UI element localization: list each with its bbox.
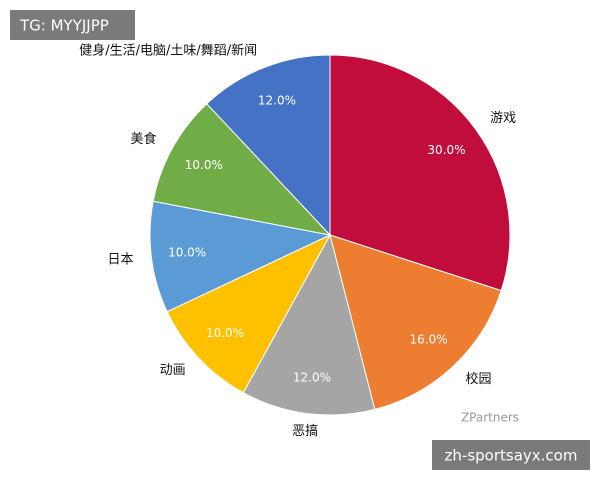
value-label: 10.0% bbox=[185, 158, 223, 172]
category-label: 校园 bbox=[466, 371, 492, 387]
logo-text: ZPartners bbox=[461, 411, 519, 425]
category-label: 游戏 bbox=[490, 111, 516, 126]
pie-slice bbox=[206, 54, 331, 237]
value-label: 10.0% bbox=[168, 246, 206, 260]
category-label: 美食 bbox=[130, 131, 156, 147]
category-label: 恶搞 bbox=[292, 423, 318, 439]
pie-slice bbox=[242, 233, 376, 416]
category-label: 日本 bbox=[108, 252, 134, 267]
pie-slice bbox=[149, 200, 332, 313]
pie-slice bbox=[152, 103, 332, 236]
value-label: 12.0% bbox=[293, 370, 331, 384]
category-label: 动画 bbox=[160, 363, 186, 378]
watermark-box bbox=[432, 440, 590, 470]
category-label: 健身/生活/电脑/土味/舞蹈/新闻 bbox=[79, 42, 257, 58]
value-label: 10.0% bbox=[206, 326, 244, 340]
pie-slice bbox=[329, 54, 511, 292]
value-label: 16.0% bbox=[410, 332, 448, 346]
value-label: 12.0% bbox=[258, 94, 296, 108]
watermark: TG: MYYJJPP bbox=[19, 17, 109, 35]
watermark-box bbox=[10, 10, 135, 40]
watermark: zh-sportsayx.com bbox=[445, 447, 578, 465]
pie: 30.0% 游戏 16.0% 校园 12.0% 恶搞 10.0% 动画 10.0% 日本 10.0%… bbox=[79, 42, 516, 439]
value-label: 30.0% bbox=[427, 143, 465, 157]
pie-slice bbox=[329, 234, 502, 410]
pie-slice bbox=[166, 233, 332, 394]
